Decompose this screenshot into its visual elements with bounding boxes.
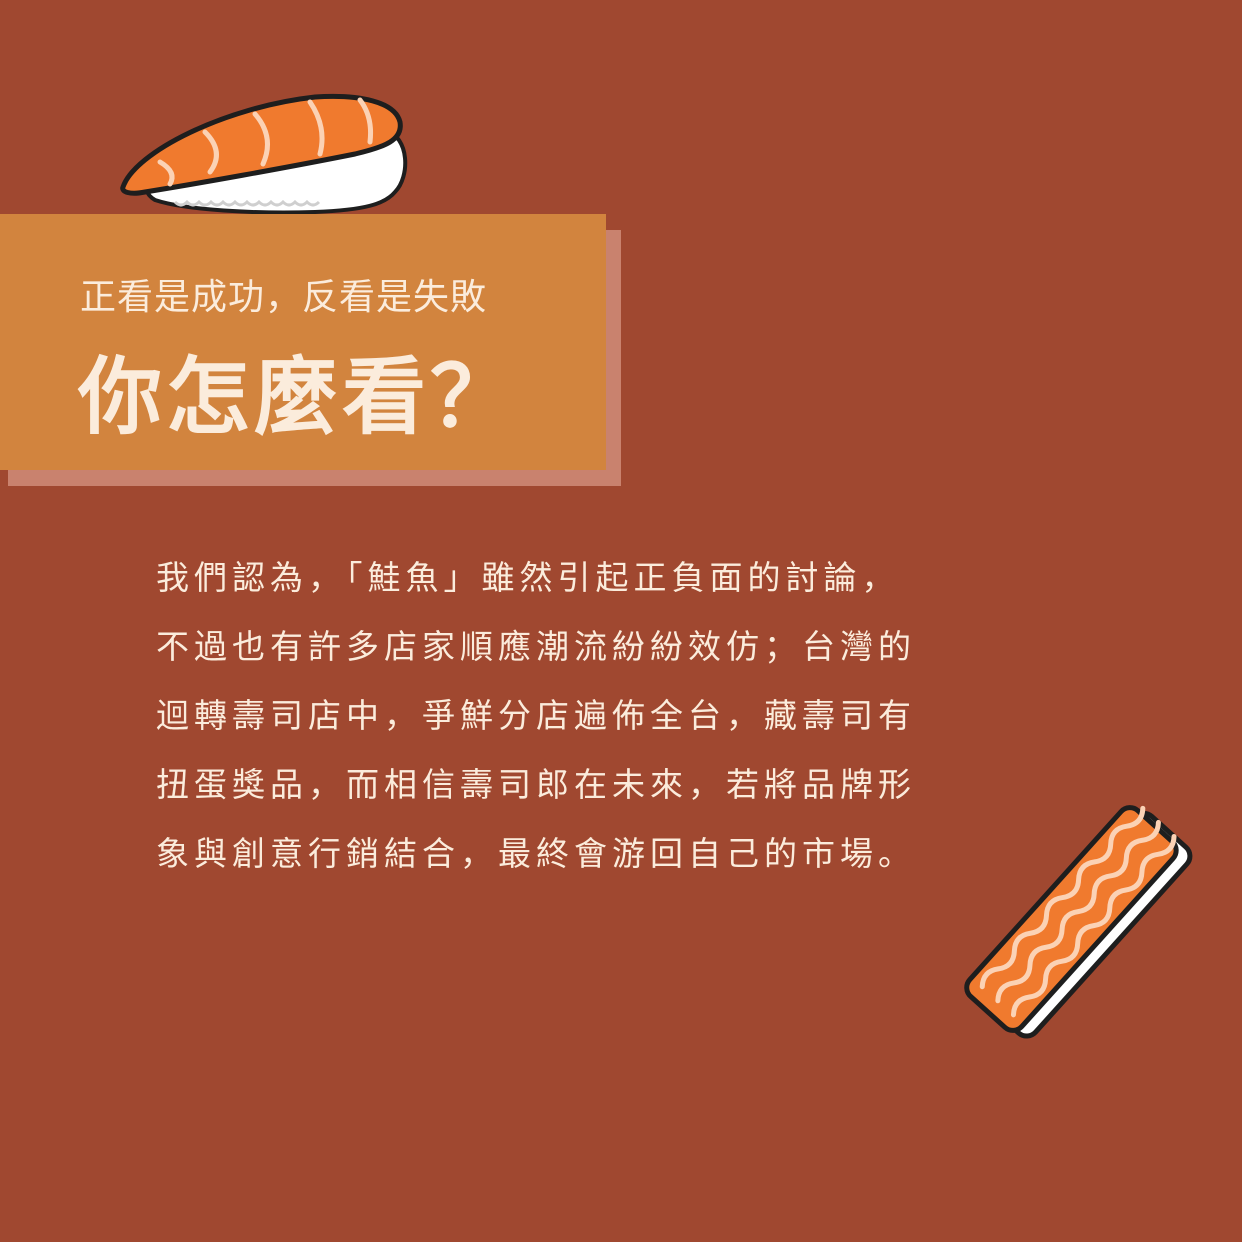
salmon-nigiri-icon [120, 93, 408, 215]
title-box [0, 214, 606, 470]
body-line-1: 我們認為，「鮭魚」雖然引起正負面的討論， [156, 558, 900, 597]
subtitle: 正看是成功，反看是失敗 [80, 277, 488, 318]
salmon-sashimi-icon [964, 805, 1193, 1039]
body-paragraph: 我們認為，「鮭魚」雖然引起正負面的討論， 不過也有許多店家順應潮流紛紛效仿；台灣… [156, 548, 1036, 893]
body-line-5: 象與創意行銷結合，最終會游回自己的市場。 [156, 834, 916, 873]
body-line-4: 扭蛋獎品，而相信壽司郎在未來，若將品牌形 [156, 765, 916, 804]
body-line-3: 迴轉壽司店中，爭鮮分店遍佈全台，藏壽司有 [156, 696, 916, 735]
page-title: 你怎麼看？ [78, 348, 519, 446]
body-line-2: 不過也有許多店家順應潮流紛紛效仿；台灣的 [156, 627, 916, 666]
